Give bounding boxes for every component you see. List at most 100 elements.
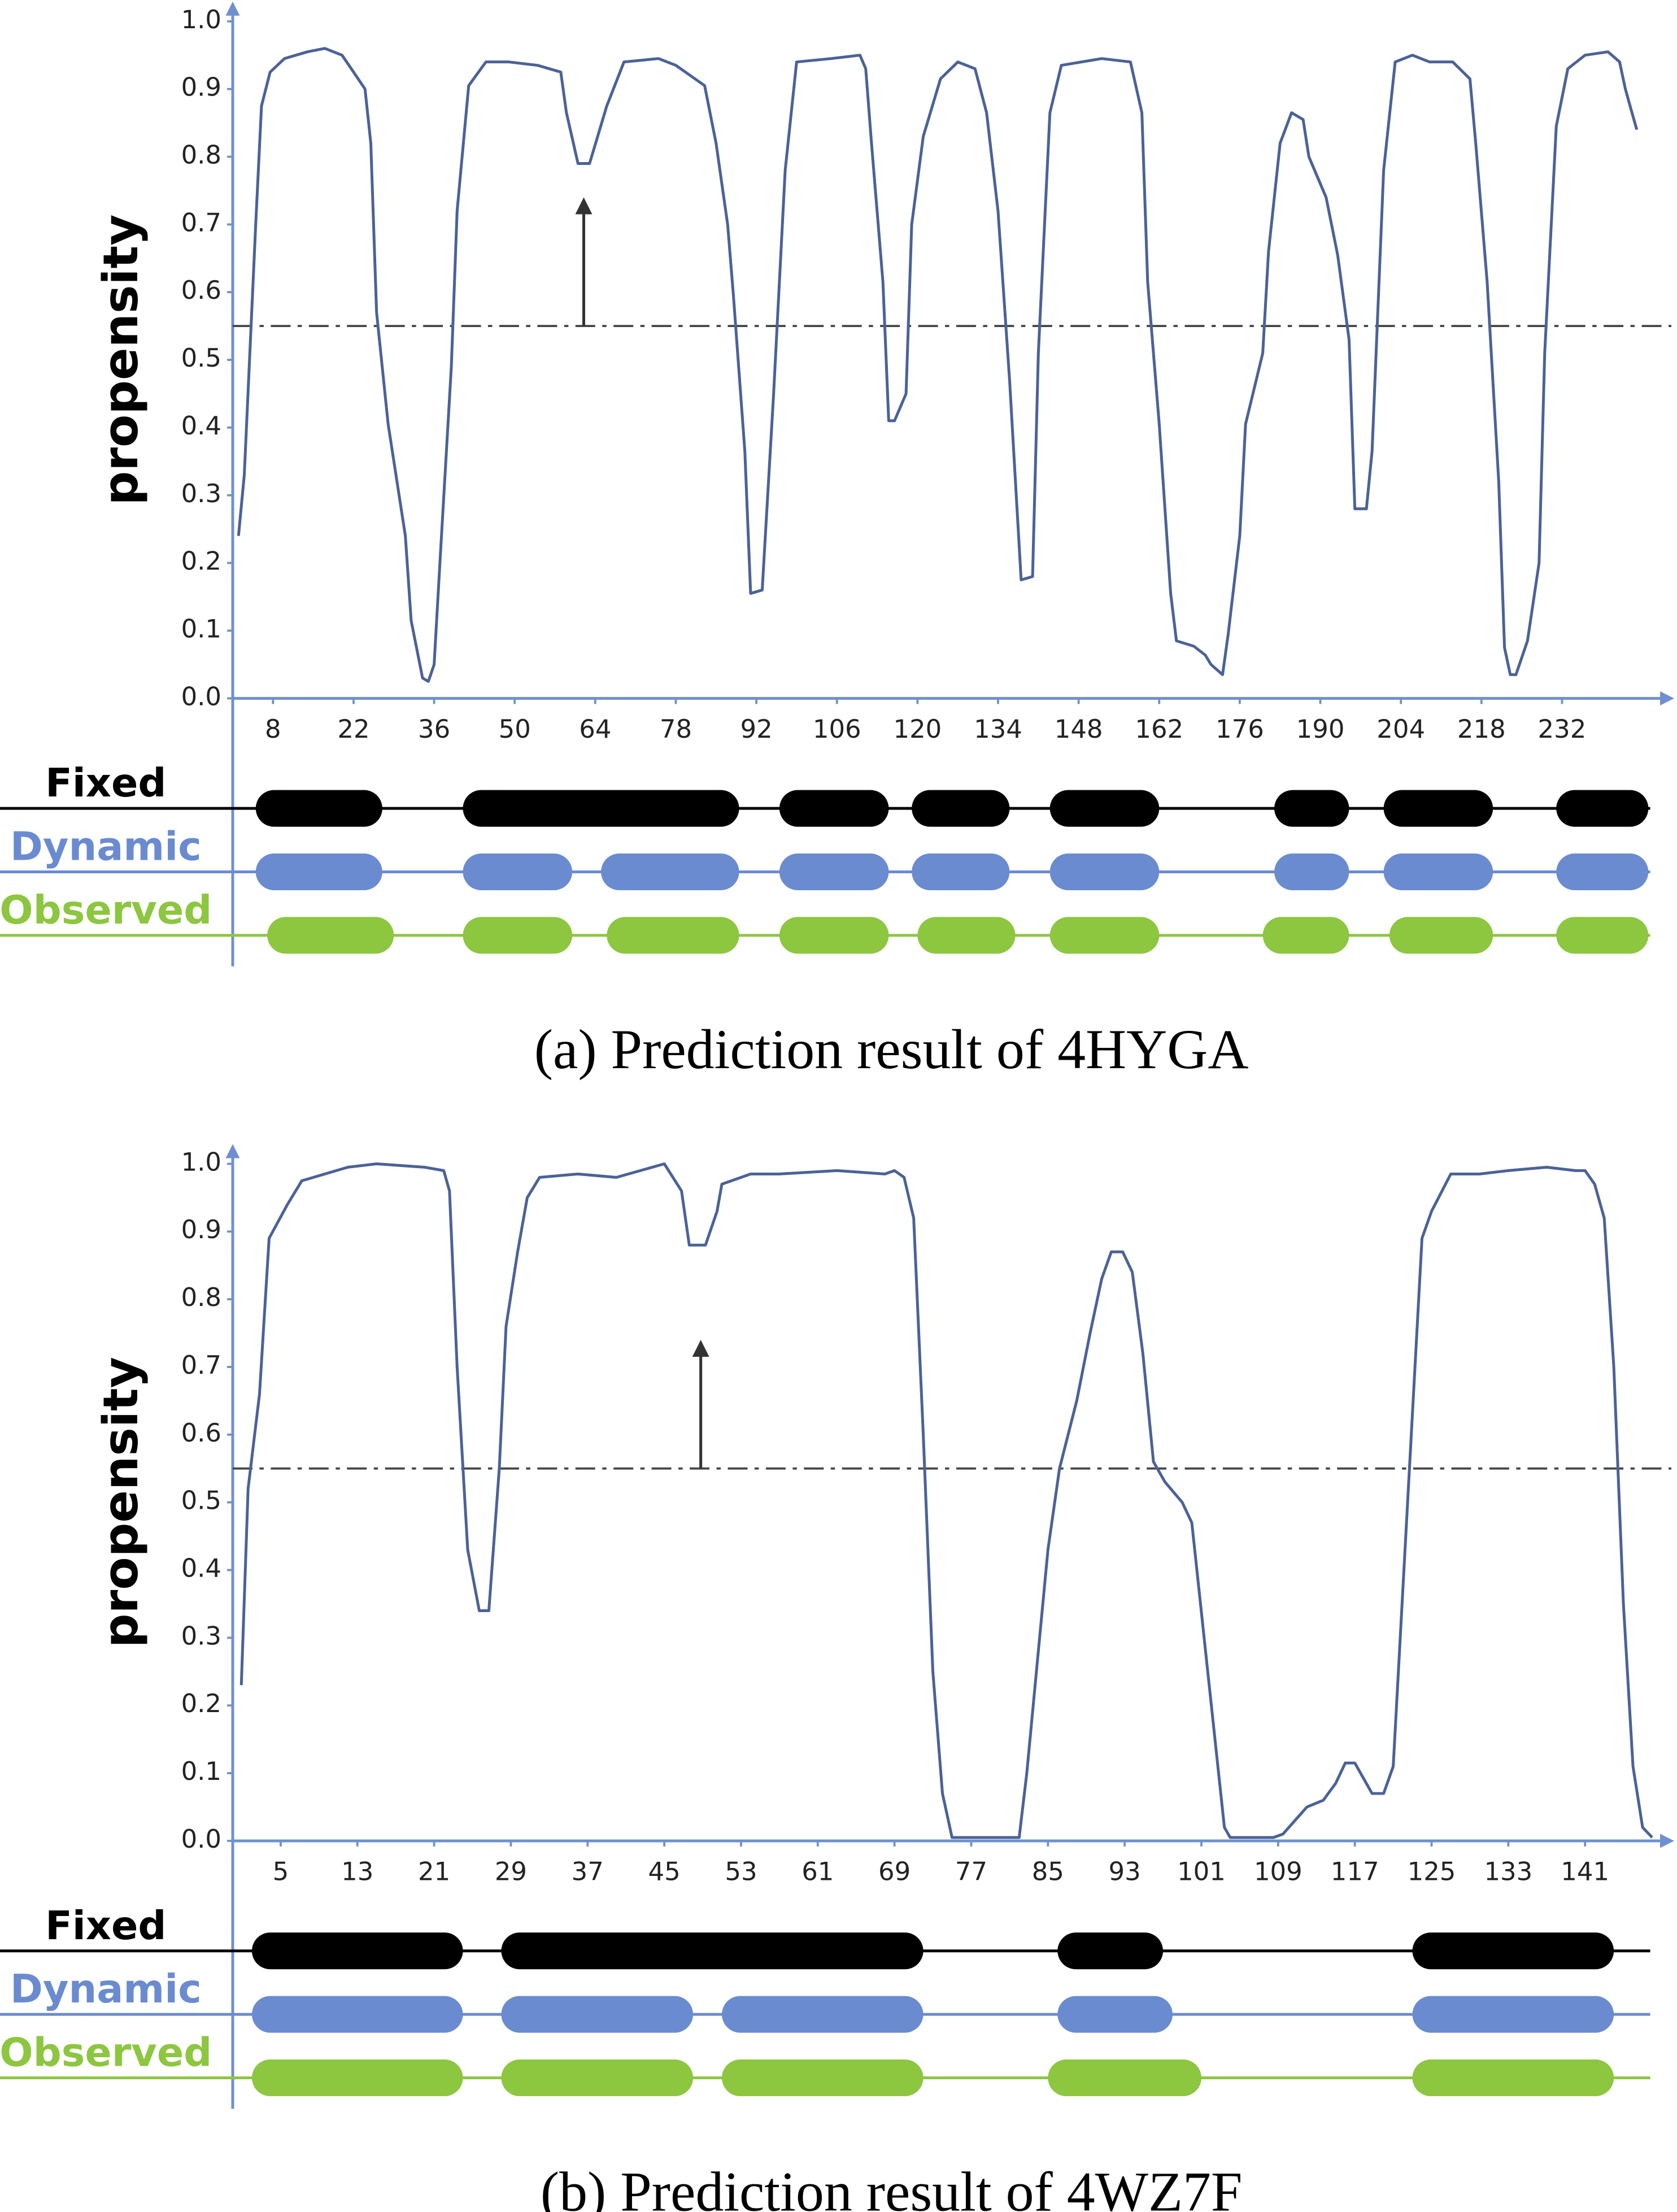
- y-axis-label: propensity: [93, 214, 149, 505]
- y-tick-label: 0.9: [181, 1214, 221, 1244]
- track-segment: [1389, 917, 1493, 954]
- track-segment: [601, 854, 739, 890]
- track-segment: [463, 917, 573, 954]
- track-segment: [779, 854, 889, 890]
- track-segment: [1049, 854, 1160, 890]
- track-segment: [1412, 1932, 1614, 1970]
- track-segment: [912, 854, 1010, 890]
- track-segment: [779, 917, 889, 954]
- x-tick-label: 69: [878, 1856, 911, 1886]
- track-label: Fixed: [45, 760, 166, 806]
- caption: (a) Prediction result of 4HYGA: [534, 1018, 1249, 1081]
- track-segment: [1383, 854, 1493, 890]
- y-tick-label: 0.5: [181, 1486, 221, 1516]
- track-segment: [721, 1996, 924, 2033]
- track-segment: [463, 854, 573, 890]
- x-tick-label: 204: [1377, 714, 1425, 744]
- x-tick-label: 148: [1055, 714, 1103, 744]
- y-tick-label: 0.2: [181, 546, 221, 576]
- x-tick-label: 120: [893, 714, 942, 744]
- track-segment: [1049, 917, 1160, 954]
- y-tick-label: 0.0: [181, 1824, 221, 1854]
- x-tick-label: 5: [273, 1856, 289, 1886]
- y-tick-label: 0.5: [181, 343, 221, 373]
- track-segment: [501, 1996, 694, 2033]
- track-segment: [1412, 1996, 1614, 2033]
- track-label: Observed: [0, 887, 212, 933]
- track-segment: [1057, 1996, 1173, 2033]
- x-tick-label: 93: [1109, 1856, 1141, 1886]
- track-label: Fixed: [45, 1903, 166, 1949]
- x-tick-label: 106: [813, 714, 861, 744]
- track-segment: [917, 917, 1016, 954]
- track-segment: [251, 1932, 463, 1970]
- track-label: Observed: [0, 2030, 212, 2076]
- y-tick-label: 0.3: [181, 478, 221, 508]
- track-segment: [1274, 790, 1349, 827]
- x-tick-label: 22: [337, 714, 369, 744]
- track-segment: [267, 917, 394, 954]
- x-tick-label: 85: [1032, 1856, 1064, 1886]
- x-axis-arrow: [1660, 691, 1675, 706]
- y-tick-label: 0.7: [181, 1350, 221, 1380]
- propensity-line: [237, 47, 1639, 683]
- x-tick-label: 176: [1216, 714, 1264, 744]
- track-segment: [1412, 2059, 1614, 2096]
- x-tick-label: 53: [725, 1856, 757, 1886]
- y-tick-label: 1.0: [181, 5, 221, 34]
- y-tick-label: 0.3: [181, 1621, 221, 1651]
- y-tick-label: 0.8: [181, 140, 221, 169]
- track-segment: [1556, 917, 1649, 954]
- x-tick-label: 37: [572, 1856, 604, 1886]
- x-tick-label: 101: [1177, 1856, 1226, 1886]
- track-segment: [1262, 917, 1349, 954]
- track-segment: [501, 1932, 924, 1970]
- track-label: Dynamic: [10, 824, 202, 870]
- x-tick-label: 36: [418, 714, 450, 744]
- track-segment: [1556, 790, 1649, 827]
- x-tick-label: 117: [1331, 1856, 1379, 1886]
- y-axis-arrow: [225, 1, 240, 16]
- track-segment: [912, 790, 1010, 827]
- x-tick-label: 92: [741, 714, 773, 744]
- track-segment: [779, 790, 889, 827]
- x-tick-label: 218: [1457, 714, 1506, 744]
- track-segment: [251, 2059, 463, 2096]
- caption: (b) Prediction result of 4WZ7F: [541, 2161, 1243, 2212]
- y-tick-label: 0.8: [181, 1282, 221, 1312]
- x-tick-label: 50: [499, 714, 531, 744]
- x-tick-label: 29: [495, 1856, 527, 1886]
- x-tick-label: 109: [1254, 1856, 1303, 1886]
- x-tick-label: 134: [974, 714, 1022, 744]
- y-tick-label: 0.6: [181, 1418, 221, 1448]
- x-tick-label: 162: [1135, 714, 1183, 744]
- x-tick-label: 13: [341, 1856, 373, 1886]
- propensity-line: [239, 1162, 1653, 1839]
- x-tick-label: 45: [648, 1856, 681, 1886]
- arrow-head: [692, 1340, 709, 1357]
- track-segment: [1057, 1932, 1164, 1970]
- y-tick-label: 0.7: [181, 207, 221, 237]
- track-segment: [1048, 2059, 1201, 2096]
- y-tick-label: 0.4: [181, 411, 221, 441]
- track-label: Dynamic: [10, 1966, 202, 2012]
- y-axis-label: propensity: [93, 1357, 149, 1648]
- x-tick-label: 64: [579, 714, 611, 744]
- track-segment: [1274, 854, 1349, 890]
- track-segment: [251, 1996, 463, 2033]
- x-tick-label: 61: [802, 1856, 834, 1886]
- y-axis-arrow: [225, 1144, 240, 1159]
- track-segment: [1556, 854, 1649, 890]
- track-segment: [255, 854, 382, 890]
- track-segment: [1383, 790, 1493, 827]
- y-tick-label: 0.1: [181, 1756, 221, 1786]
- x-tick-label: 190: [1296, 714, 1345, 744]
- x-tick-label: 141: [1561, 1856, 1609, 1886]
- y-tick-label: 0.9: [181, 72, 221, 102]
- x-tick-label: 232: [1538, 714, 1587, 744]
- y-tick-label: 1.0: [181, 1147, 221, 1177]
- arrow-head: [575, 197, 593, 215]
- x-axis-arrow: [1660, 1834, 1675, 1848]
- track-segment: [607, 917, 739, 954]
